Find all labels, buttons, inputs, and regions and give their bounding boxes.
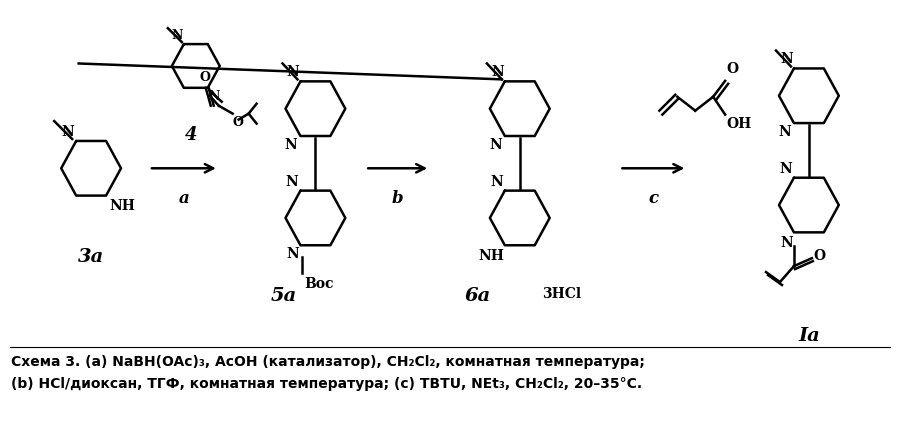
Text: N: N: [780, 53, 793, 67]
Text: Iа: Iа: [798, 327, 820, 345]
Text: (b) HCl/диоксан, ТГФ, комнатная температура; (c) TBTU, NEt₃, CH₂Cl₂, 20–35°C.: (b) HCl/диоксан, ТГФ, комнатная температ…: [12, 377, 643, 391]
Text: N: N: [287, 65, 300, 80]
Text: 5а: 5а: [270, 288, 297, 306]
Text: N: N: [780, 236, 793, 250]
Text: O: O: [814, 249, 826, 263]
Text: N: N: [489, 138, 502, 152]
Text: 4: 4: [184, 125, 197, 144]
Text: NH: NH: [478, 249, 504, 263]
Text: a: a: [178, 190, 189, 207]
Text: 3а: 3а: [78, 248, 104, 266]
Text: N: N: [285, 175, 299, 189]
Text: N: N: [491, 65, 504, 80]
Text: N: N: [779, 162, 792, 176]
Text: N: N: [61, 125, 74, 139]
Text: Схема 3. (a) NaBH(OAc)₃, AcOH (катализатор), CH₂Cl₂, комнатная температура;: Схема 3. (a) NaBH(OAc)₃, AcOH (катализат…: [12, 355, 645, 369]
Text: NH: NH: [109, 199, 135, 213]
Text: c: c: [648, 190, 659, 207]
Text: N: N: [172, 29, 183, 42]
Text: O: O: [726, 62, 738, 76]
Text: Boc: Boc: [304, 277, 334, 291]
Text: N: N: [778, 125, 791, 139]
Text: OH: OH: [726, 117, 752, 131]
Text: O: O: [199, 71, 211, 84]
Text: N: N: [287, 247, 300, 261]
Text: N: N: [209, 90, 220, 103]
Text: b: b: [392, 190, 403, 207]
Text: 3HCl: 3HCl: [542, 288, 580, 301]
Text: O: O: [233, 116, 244, 129]
Text: 6а: 6а: [464, 288, 491, 306]
Text: N: N: [284, 138, 298, 152]
Text: N: N: [491, 175, 503, 189]
